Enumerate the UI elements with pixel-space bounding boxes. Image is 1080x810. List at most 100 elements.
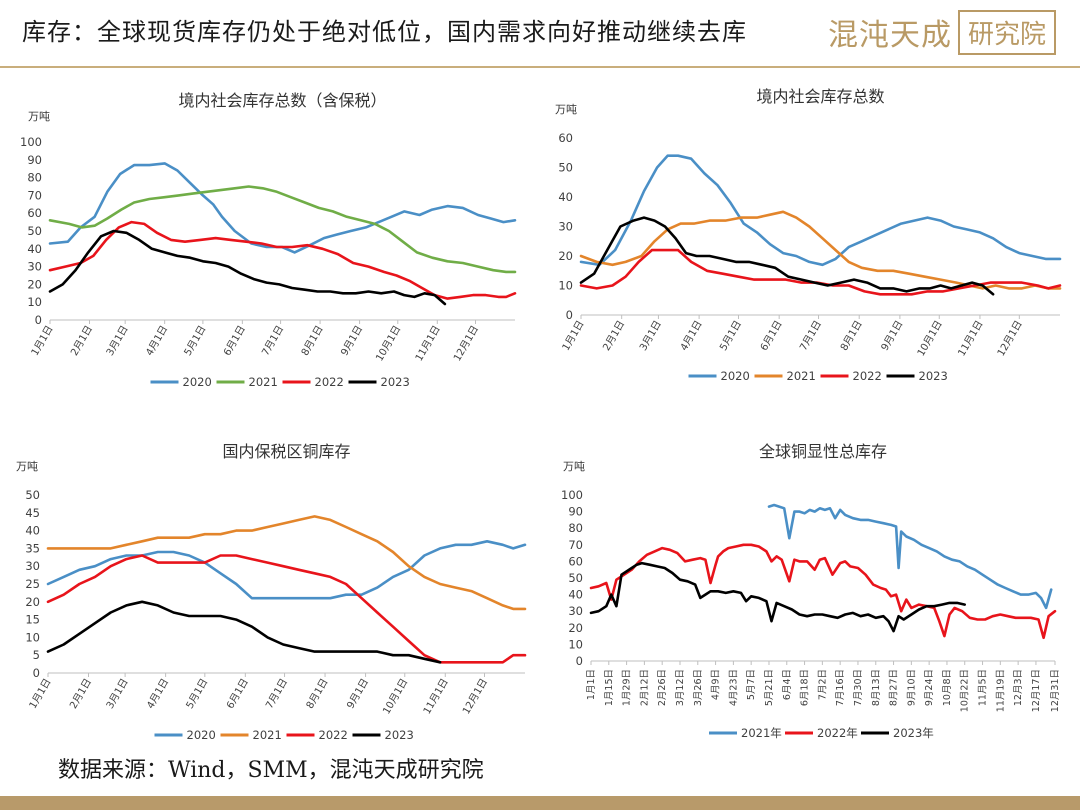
x-tick-label: 8月1日	[304, 677, 331, 711]
y-tick-label: 50	[25, 488, 40, 502]
legend-label: 2022	[319, 728, 348, 742]
x-tick-label: 1月1日	[560, 319, 587, 353]
y-tick-label: 40	[25, 524, 40, 538]
x-tick-label: 5月21日	[764, 669, 775, 706]
series-line-3	[46, 600, 442, 664]
x-tick-label: 1月1日	[29, 324, 56, 358]
x-tick-label: 4月1日	[678, 319, 705, 353]
legend-item: 2023年	[861, 726, 934, 740]
x-tick-label: 7月1日	[263, 677, 290, 711]
y-unit-label: 万吨	[563, 460, 585, 473]
x-tick-label: 2月1日	[601, 319, 628, 353]
x-tick-label: 2月12日	[639, 669, 650, 706]
series-line-2	[48, 220, 517, 300]
x-tick-label: 3月26日	[693, 669, 704, 706]
series-line-3	[579, 216, 995, 296]
series-line-0	[48, 162, 517, 254]
y-tick-label: 80	[27, 171, 42, 185]
y-tick-label: 100	[20, 135, 42, 149]
chart-title: 境内社会库存总数（含保税）	[178, 91, 386, 110]
x-tick-label: 9月24日	[924, 669, 935, 706]
x-tick-label: 6月1日	[224, 677, 251, 711]
x-tick-label: 10月22日	[960, 669, 971, 712]
x-tick-label: 3月1日	[637, 319, 664, 353]
legend-item: 2020	[688, 369, 750, 383]
x-tick-label: 7月30日	[853, 669, 864, 706]
legend-item: 2023	[886, 369, 948, 383]
chart-bonded-zone-copper: 国内保税区铜库存 万吨 0 5 10 15 20 25 30 35 40 45 50 1月1日 2月1日 3月…	[10, 435, 530, 747]
y-tick-label: 20	[558, 249, 573, 263]
x-tick-label: 2月26日	[657, 669, 668, 706]
legend-label: 2022年	[817, 726, 858, 740]
x-tick-label: 9月1日	[879, 319, 906, 353]
x-tick-label: 5月1日	[184, 677, 211, 711]
x-tick-label: 1月29日	[622, 669, 633, 706]
x-tick-label: 11月1日	[421, 677, 451, 717]
y-tick-label: 70	[568, 538, 583, 552]
y-tick-label: 20	[568, 621, 583, 635]
y-tick-label: 50	[27, 224, 42, 238]
chart-title: 境内社会库存总数	[756, 87, 884, 106]
legend-label: 2023	[385, 728, 414, 742]
x-tick-label: 2月1日	[67, 677, 94, 711]
legend-item: 2021	[754, 369, 816, 383]
legend-label: 2023	[919, 369, 948, 383]
y-unit-label: 万吨	[28, 110, 50, 123]
x-tick-label: 11月1日	[413, 324, 443, 364]
x-tick-label: 4月23日	[728, 669, 739, 706]
x-tick-label: 11月5日	[978, 669, 989, 706]
x-tick-label: 10月1日	[373, 324, 403, 364]
x-tick-label: 5月1日	[182, 324, 209, 358]
y-tick-label: 100	[561, 488, 583, 502]
x-tick-label: 1月1日	[27, 677, 54, 711]
x-tick-label: 4月1日	[144, 677, 171, 711]
y-tick-label: 5	[33, 648, 40, 662]
x-tick-label: 6月18日	[800, 669, 811, 706]
y-tick-label: 50	[568, 571, 583, 585]
y-tick-label: 40	[27, 242, 42, 256]
series-line-0	[767, 503, 1053, 610]
legend-item: 2022	[286, 728, 348, 742]
y-tick-label: 10	[568, 637, 583, 651]
y-tick-label: 40	[568, 588, 583, 602]
x-tick-label: 2月1日	[68, 324, 95, 358]
y-tick-label: 70	[27, 188, 42, 202]
y-tick-label: 60	[27, 206, 42, 220]
x-tick-label: 5月1日	[717, 319, 744, 353]
series-line-3	[48, 229, 447, 306]
chart-global-visible-copper: 全球铜显性总库存 万吨 0 10 20 30 40 50 60 70 80 90 100 1月1日 1月15…	[545, 435, 1070, 747]
x-tick-label: 10月1日	[915, 319, 945, 359]
x-tick-label: 12月1日	[995, 319, 1025, 359]
y-tick-label: 10	[558, 279, 573, 293]
x-tick-label: 8月1日	[838, 319, 865, 353]
x-tick-label: 7月1日	[797, 319, 824, 353]
x-tick-label: 11月1日	[956, 319, 986, 359]
page-title: 库存：全球现货库存仍处于绝对低位，国内需求向好推动继续去库	[22, 18, 747, 46]
x-tick-label: 1月1日	[586, 669, 597, 700]
x-tick-label: 3月1日	[104, 324, 131, 358]
y-tick-label: 90	[27, 153, 42, 167]
x-tick-label: 12月3日	[1013, 669, 1024, 706]
y-tick-label: 40	[558, 190, 573, 204]
x-tick-label: 12月17日	[1031, 669, 1042, 712]
y-tick-label: 30	[558, 220, 573, 234]
series-line-1	[48, 185, 517, 274]
legend-label: 2023	[381, 375, 410, 389]
y-tick-label: 90	[568, 505, 583, 519]
legend-item: 2021	[216, 375, 278, 389]
logo: 混沌天成 研究院	[827, 9, 1056, 55]
x-tick-label: 4月9日	[711, 669, 722, 700]
logo-text: 混沌天成	[827, 18, 952, 53]
x-tick-label: 6月1日	[758, 319, 785, 353]
x-tick-label: 10月8日	[942, 669, 953, 706]
y-tick-label: 35	[25, 541, 40, 555]
x-tick-label: 6月4日	[782, 669, 793, 700]
header: 库存：全球现货库存仍处于绝对低位，国内需求向好推动继续去库 混沌天成 研究院	[0, 0, 1080, 64]
data-source-note: 数据来源：Wind，SMM，混沌天成研究院	[58, 758, 484, 783]
x-tick-label: 7月1日	[259, 324, 286, 358]
x-tick-label: 9月1日	[344, 677, 371, 711]
legend-label: 2022	[853, 369, 882, 383]
x-tick-label: 7月2日	[817, 669, 828, 700]
